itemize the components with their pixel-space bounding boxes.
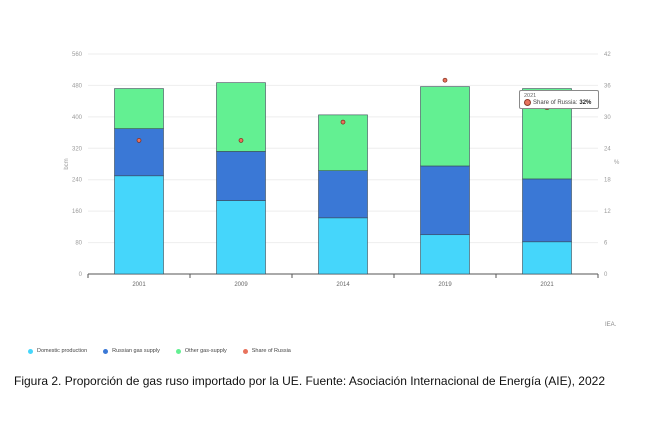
legend-item-share[interactable]: Share of Russia bbox=[242, 348, 291, 354]
y-right-axis-label: % bbox=[614, 160, 620, 166]
x-tick-label: 2019 bbox=[438, 282, 452, 288]
share-point bbox=[340, 119, 346, 125]
x-tick-label: 2021 bbox=[540, 282, 554, 288]
legend-item-other[interactable]: Other gas-supply bbox=[175, 348, 227, 354]
bar-segment bbox=[420, 234, 470, 275]
legend-dot-icon bbox=[175, 348, 181, 354]
legend-label: Russian gas supply bbox=[112, 348, 160, 354]
y-tick-label: 400 bbox=[72, 115, 83, 121]
legend-item-russian[interactable]: Russian gas supply bbox=[103, 348, 160, 354]
x-tick-label: 2001 bbox=[132, 282, 146, 288]
share-point bbox=[238, 138, 244, 143]
bar-segment bbox=[114, 128, 164, 177]
bar-segment bbox=[522, 241, 572, 275]
tooltip-year: 2021 bbox=[524, 93, 537, 99]
tooltip-row: Share of Russia: 32% bbox=[524, 99, 594, 106]
chart-tooltip: 2021 Share of Russia: 32% bbox=[519, 90, 599, 109]
y-tick-label: 0 bbox=[79, 272, 83, 278]
bar-segment bbox=[318, 170, 368, 219]
share-marker-icon bbox=[524, 99, 531, 106]
bar-segment bbox=[114, 175, 164, 275]
chart-legend: Domestic production Russian gas supply O… bbox=[28, 346, 291, 356]
x-tick-label: 2009 bbox=[234, 282, 248, 288]
y-right-tick-label: 6 bbox=[604, 241, 608, 247]
figure-caption: Figura 2. Proporción de gas ruso importa… bbox=[14, 374, 605, 388]
y-right-tick-label: 36 bbox=[604, 83, 611, 89]
share-point bbox=[136, 138, 142, 143]
tooltip-value: 32% bbox=[579, 99, 592, 106]
y-tick-label: 480 bbox=[72, 83, 83, 89]
bar-segment bbox=[216, 200, 266, 275]
y-right-tick-label: 0 bbox=[604, 272, 608, 278]
bar-segment bbox=[318, 217, 368, 275]
bar-segment bbox=[420, 165, 470, 236]
y-tick-label: 320 bbox=[72, 146, 83, 152]
chart-panel: 0 0 80 6 160 12 240 18 320 24 400 30 480 36 560 42 bcm% 2… bbox=[18, 18, 620, 340]
legend-label: Domestic production bbox=[37, 348, 88, 354]
y-right-tick-label: 12 bbox=[604, 209, 611, 215]
legend-dot-icon bbox=[28, 348, 33, 354]
y-right-tick-label: 24 bbox=[604, 146, 611, 152]
y-right-tick-label: 18 bbox=[604, 178, 611, 184]
stacked-bar-chart: 0 0 80 6 160 12 240 18 320 24 400 30 480 36 560 42 bcm % 2… bbox=[64, 52, 620, 288]
bar-segment bbox=[522, 178, 572, 243]
y-axis-label: bcm bbox=[64, 158, 70, 169]
bar-segment bbox=[114, 88, 164, 129]
y-tick-label: 80 bbox=[75, 241, 82, 247]
y-right-tick-label: 30 bbox=[604, 115, 611, 121]
legend-label: Share of Russia bbox=[251, 348, 291, 354]
y-tick-label: 160 bbox=[72, 209, 83, 215]
legend-item-domestic[interactable]: Domestic production bbox=[28, 348, 87, 354]
bar-segment bbox=[216, 151, 266, 201]
source-badge: IEA. bbox=[605, 322, 617, 328]
y-right-tick-label: 42 bbox=[604, 52, 611, 58]
y-tick-label: 560 bbox=[72, 52, 83, 58]
x-tick-label: 2014 bbox=[336, 282, 350, 288]
legend-dot-icon bbox=[103, 348, 109, 354]
bar-segment bbox=[420, 86, 470, 167]
share-point bbox=[442, 77, 448, 83]
legend-dot-icon bbox=[242, 348, 248, 354]
tooltip-label: Share of Russia: bbox=[533, 99, 578, 106]
y-tick-label: 240 bbox=[72, 178, 83, 184]
legend-label: Other gas-supply bbox=[184, 348, 227, 354]
